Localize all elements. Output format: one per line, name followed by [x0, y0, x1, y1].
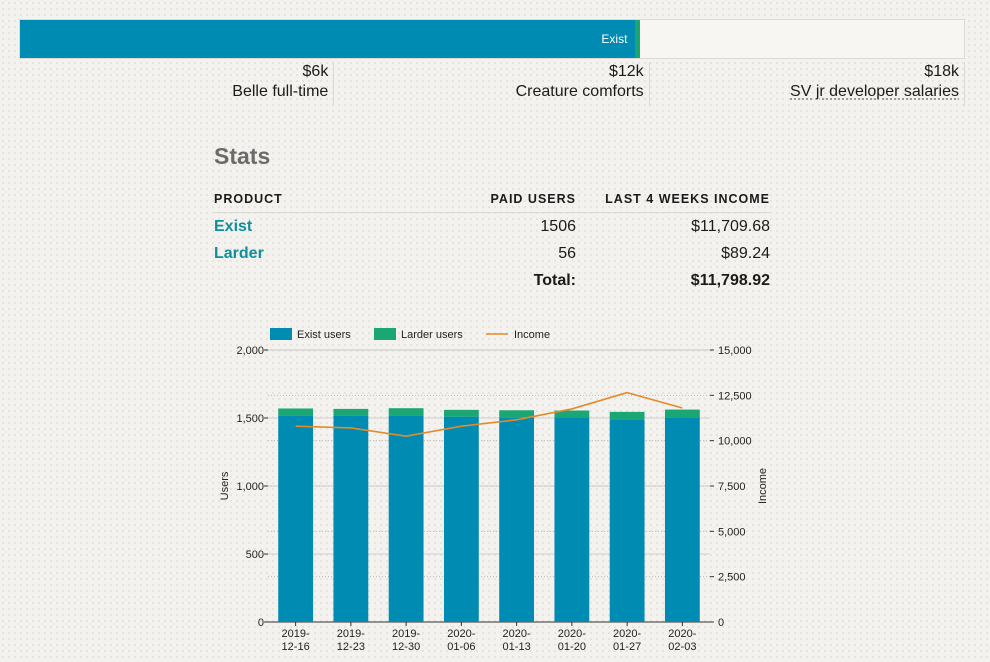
- bar-larder-users: [278, 408, 314, 416]
- bar-exist-users: [554, 418, 590, 622]
- bar-exist-users: [333, 415, 369, 622]
- x-tick-label: 2020-: [558, 628, 586, 640]
- y-tick-label: 500: [246, 549, 264, 561]
- progress-label: Exist: [601, 32, 628, 46]
- y-axis-label: Users: [219, 471, 231, 500]
- stats-header-row: PRODUCT PAID USERS LAST 4 WEEKS INCOME: [214, 186, 770, 213]
- y2-axis-label: Income: [757, 468, 769, 504]
- table-row: Larder 56 $89.24: [214, 240, 770, 267]
- y2-tick-label: 0: [718, 617, 724, 629]
- bar-exist-users: [388, 415, 424, 622]
- income-line: [295, 391, 683, 437]
- y2-tick-label: 5,000: [718, 526, 746, 538]
- x-tick-label: 2020-: [613, 628, 641, 640]
- header-product: PRODUCT: [214, 186, 414, 213]
- y2-tick-label: 10,000: [718, 436, 752, 448]
- stats-table: PRODUCT PAID USERS LAST 4 WEEKS INCOME E…: [214, 186, 770, 294]
- y-tick-label: 0: [258, 617, 264, 629]
- header-paid-users: PAID USERS: [414, 186, 576, 213]
- bar-exist-users: [443, 416, 479, 622]
- paid-users-cell: 1506: [540, 217, 576, 235]
- milestone-belle: $6k Belle full-time: [134, 62, 335, 106]
- y-tick-label: 1,500: [236, 413, 264, 425]
- milestone-label: Belle full-time: [232, 83, 329, 100]
- x-tick-label: 01-27: [613, 641, 641, 653]
- total-label: Total:: [533, 271, 576, 289]
- product-link-larder[interactable]: Larder: [214, 244, 264, 262]
- y-tick-label: 2,000: [236, 345, 264, 357]
- milestone-label: SV jr developer salaries: [790, 83, 959, 100]
- legend-swatch-larder: [374, 328, 396, 340]
- bar-exist-users: [664, 417, 700, 622]
- x-tick-label: 2020-: [668, 628, 696, 640]
- progress-fill-exist: [20, 20, 636, 58]
- legend-swatch-exist: [270, 328, 292, 340]
- x-tick-label: 12-30: [392, 641, 420, 653]
- paid-users-cell: 56: [558, 244, 576, 262]
- legend-label-income: Income: [514, 329, 550, 341]
- legend-label-larder: Larder users: [401, 329, 463, 341]
- product-link-exist[interactable]: Exist: [214, 217, 253, 235]
- bar-larder-users: [333, 408, 369, 416]
- milestone-label: Creature comforts: [515, 83, 644, 100]
- income-cell: $89.24: [721, 244, 770, 262]
- total-row: Total: $11,798.92: [214, 267, 770, 294]
- x-tick-label: 2019-: [392, 628, 420, 640]
- bar-exist-users: [499, 417, 535, 622]
- x-tick-label: 12-23: [337, 641, 365, 653]
- x-tick-label: 2019-: [337, 628, 365, 640]
- x-tick-label: 01-06: [447, 641, 475, 653]
- y2-tick-label: 2,500: [718, 572, 746, 584]
- bar-larder-users: [609, 411, 645, 420]
- stats-title: Stats: [214, 143, 271, 169]
- users-income-chart: 0 500 1,000 1,500 2,000 0 2,500 5,000 7,500 10,00…: [219, 328, 769, 653]
- x-tick-label: 12-16: [282, 641, 310, 653]
- bar-larder-users: [443, 409, 479, 417]
- milestone-amount: $6k: [302, 63, 329, 80]
- milestone-sv-salaries: $18k SV jr developer salaries: [765, 62, 965, 106]
- bar-exist-users: [278, 415, 314, 622]
- legend-label-exist: Exist users: [297, 329, 351, 341]
- table-row: Exist 1506 $11,709.68: [214, 213, 770, 241]
- header-income: LAST 4 WEEKS INCOME: [576, 186, 770, 213]
- milestone-amount: $18k: [924, 63, 959, 80]
- progress-fill-larder: [635, 20, 641, 58]
- y-tick-label: 1,000: [236, 481, 264, 493]
- x-tick-label: 2020-: [503, 628, 531, 640]
- milestone-amount: $12k: [608, 63, 644, 80]
- total-value: $11,798.92: [690, 271, 770, 289]
- x-tick-label: 2019-: [282, 628, 310, 640]
- x-tick-label: 02-03: [668, 641, 696, 653]
- milestone-creature-comforts: $12k Creature comforts: [450, 62, 650, 106]
- bar-larder-users: [388, 408, 424, 416]
- y2-tick-label: 12,500: [718, 390, 752, 402]
- bar-larder-users: [499, 410, 535, 418]
- y2-tick-label: 7,500: [718, 481, 746, 493]
- y2-tick-label: 15,000: [718, 345, 752, 357]
- bar-exist-users: [609, 419, 645, 622]
- bar-larder-users: [664, 409, 700, 418]
- income-cell: $11,709.68: [691, 217, 770, 235]
- bar-larder-users: [554, 410, 590, 418]
- x-tick-label: 01-20: [558, 641, 586, 653]
- x-tick-label: 2020-: [447, 628, 475, 640]
- x-tick-label: 01-13: [503, 641, 531, 653]
- income-progress-bar: Exist: [19, 19, 965, 59]
